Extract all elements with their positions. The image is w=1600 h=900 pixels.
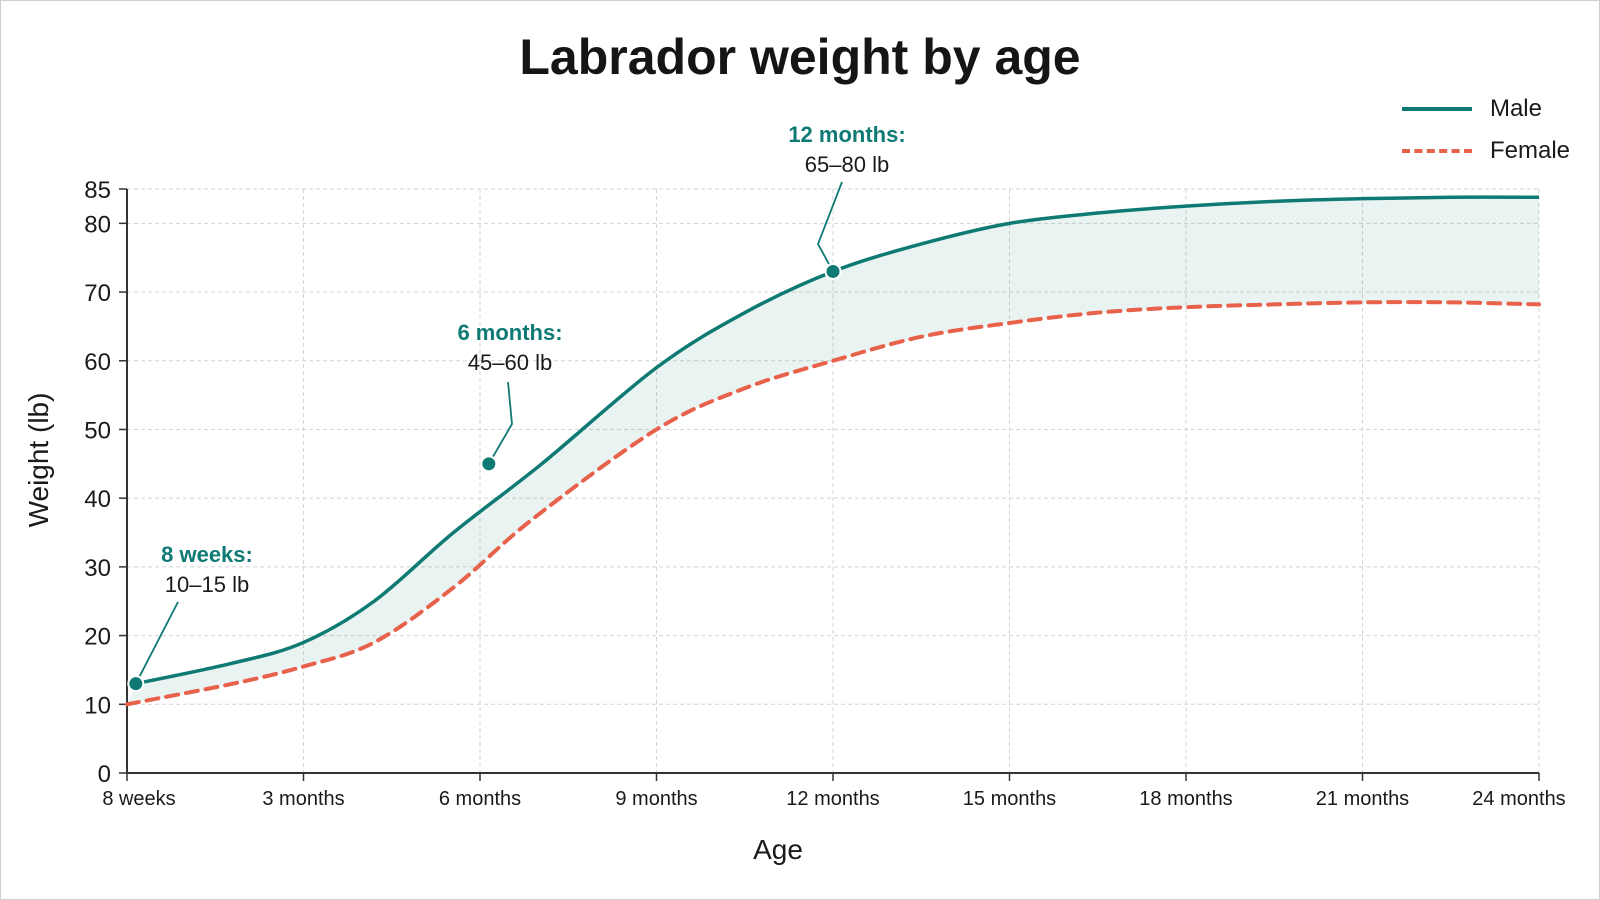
legend-swatch-female [1401,149,1472,153]
x-tick-label: 3 months [262,788,344,810]
annotation-label: 12 months: [788,122,906,147]
annotation-leader-line [817,181,843,272]
legend: Male Female [1401,88,1570,172]
data-point-marker [824,262,842,280]
annotation-12-months: 12 months: 65–80 lb [772,120,922,180]
y-tick-label: 10 [84,692,111,719]
y-tick-label: 70 [84,280,111,307]
x-tick-label: 8 weeks [102,788,175,810]
data-point-marker [480,455,498,473]
y-tick-label: 50 [84,417,111,444]
annotation-6-months: 6 months: 45–60 lb [440,318,580,378]
annotation-value: 65–80 lb [804,152,890,177]
x-tick-label: 12 months [786,788,879,810]
x-tick-label: 15 months [963,788,1056,810]
annotation-value: 45–60 lb [467,350,553,375]
legend-swatch-male [1401,107,1472,111]
y-tick-label: 85 [84,177,111,204]
series-line-male [135,195,1540,686]
y-axis-label: Weight (lb) [23,393,54,528]
series-line-female [125,300,1541,707]
y-tick-label: 30 [84,555,111,582]
x-tick-label: 24 months [1472,788,1565,810]
y-tick-label: 0 [98,761,111,788]
annotation-8-weeks: 8 weeks: 10–15 lb [152,540,262,600]
x-tick-label: 6 months [439,788,521,810]
annotation-value: 10–15 lb [164,572,250,597]
legend-item-male: Male [1401,88,1570,130]
x-axis-label: Age [753,834,803,865]
annotation-label: 8 weeks: [161,542,253,567]
annotation-leader-line [135,601,179,685]
y-tick-label: 20 [84,624,111,651]
annotation-leader-line [488,381,513,465]
y-tick-label: 80 [84,211,111,238]
data-point-marker [127,675,145,693]
y-tick-label: 40 [84,486,111,513]
range-band [127,197,1539,705]
x-tick-label: 21 months [1316,788,1409,810]
x-tick-label: 18 months [1139,788,1232,810]
y-tick-label: 60 [84,349,111,376]
legend-label-female: Female [1489,137,1570,164]
x-tick-label: 9 months [615,788,697,810]
chart-title: Labrador weight by age [519,29,1081,85]
legend-label-male: Male [1489,95,1542,122]
annotation-label: 6 months: [457,320,563,345]
legend-item-female: Female [1401,130,1570,172]
